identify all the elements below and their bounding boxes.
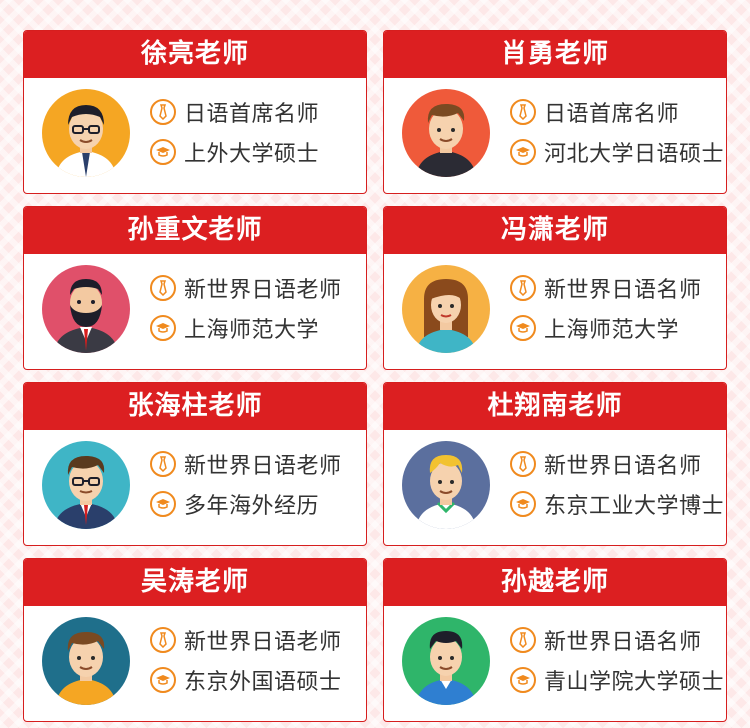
teacher-title: 新世界日语老师 <box>184 630 342 655</box>
male-avatar-icon <box>402 89 490 177</box>
title-row: 新世界日语老师 <box>150 449 342 479</box>
graduation-cap-icon <box>150 315 176 341</box>
teacher-title: 日语首席名师 <box>544 102 680 127</box>
tie-icon <box>510 451 536 477</box>
male-glasses-avatar-icon <box>42 441 130 529</box>
teacher-education: 东京工业大学博士 <box>544 494 725 519</box>
teacher-name: 孙越老师 <box>384 559 726 606</box>
teacher-title: 日语首席名师 <box>184 102 320 127</box>
teacher-name: 孙重文老师 <box>24 207 366 254</box>
graduation-cap-icon <box>150 139 176 165</box>
teacher-title: 新世界日语名师 <box>544 630 702 655</box>
title-row: 新世界日语名师 <box>510 449 702 479</box>
female-avatar-icon <box>402 265 490 353</box>
teacher-card[interactable]: 肖勇老师 日语首席名师 河北大学日语硕士 <box>383 30 727 194</box>
tie-icon <box>150 275 176 301</box>
teacher-education: 上外大学硕士 <box>184 142 320 167</box>
teacher-name: 吴涛老师 <box>24 559 366 606</box>
teacher-card[interactable]: 徐亮老师 日语首席名师 上 <box>23 30 367 194</box>
title-row: 新世界日语老师 <box>150 625 342 655</box>
teacher-card[interactable]: 张海柱老师 新世界日语老师 <box>23 382 367 546</box>
male-glasses-avatar-icon <box>42 89 130 177</box>
tie-icon <box>510 99 536 125</box>
graduation-cap-icon <box>510 491 536 517</box>
title-row: 新世界日语名师 <box>510 625 702 655</box>
teacher-title: 新世界日语名师 <box>544 454 702 479</box>
teacher-card[interactable]: 冯潇老师 新世界日语名师 上海师范大学 <box>383 206 727 370</box>
tie-icon <box>150 451 176 477</box>
tie-icon <box>150 99 176 125</box>
education-row: 河北大学日语硕士 <box>510 137 724 167</box>
graduation-cap-icon <box>150 491 176 517</box>
teacher-education: 青山学院大学硕士 <box>544 670 725 695</box>
teacher-name: 张海柱老师 <box>24 383 366 430</box>
teacher-card[interactable]: 孙越老师 新世界日语名师 青山学院大学硕士 <box>383 558 727 722</box>
graduation-cap-icon <box>150 667 176 693</box>
tie-icon <box>510 627 536 653</box>
bearded-male-avatar-icon <box>42 265 130 353</box>
teacher-education: 多年海外经历 <box>184 494 320 519</box>
education-row: 多年海外经历 <box>150 489 319 519</box>
education-row: 东京外国语硕士 <box>150 665 342 695</box>
title-row: 日语首席名师 <box>510 97 679 127</box>
teacher-education: 东京外国语硕士 <box>184 670 342 695</box>
education-row: 上海师范大学 <box>150 313 319 343</box>
teacher-card[interactable]: 杜翔南老师 新世界日语名师 东京工业大学博士 <box>383 382 727 546</box>
teacher-card[interactable]: 孙重文老师 新世界日语老师 上海师范大学 <box>23 206 367 370</box>
male-avatar-icon <box>42 617 130 705</box>
title-row: 新世界日语名师 <box>510 273 702 303</box>
teacher-name: 肖勇老师 <box>384 31 726 78</box>
education-row: 上外大学硕士 <box>150 137 319 167</box>
male-avatar-icon <box>402 617 490 705</box>
teacher-education: 河北大学日语硕士 <box>544 142 725 167</box>
teacher-title: 新世界日语老师 <box>184 278 342 303</box>
education-row: 东京工业大学博士 <box>510 489 724 519</box>
graduation-cap-icon <box>510 315 536 341</box>
teacher-title: 新世界日语老师 <box>184 454 342 479</box>
teacher-name: 杜翔南老师 <box>384 383 726 430</box>
education-row: 上海师范大学 <box>510 313 679 343</box>
teacher-education: 上海师范大学 <box>544 318 680 343</box>
title-row: 日语首席名师 <box>150 97 319 127</box>
teacher-card[interactable]: 吴涛老师 新世界日语老师 东京外国语硕士 <box>23 558 367 722</box>
tie-icon <box>510 275 536 301</box>
teacher-name: 徐亮老师 <box>24 31 366 78</box>
blond-male-avatar-icon <box>402 441 490 529</box>
teacher-title: 新世界日语名师 <box>544 278 702 303</box>
tie-icon <box>150 627 176 653</box>
teacher-name: 冯潇老师 <box>384 207 726 254</box>
graduation-cap-icon <box>510 139 536 165</box>
graduation-cap-icon <box>510 667 536 693</box>
teacher-education: 上海师范大学 <box>184 318 320 343</box>
title-row: 新世界日语老师 <box>150 273 342 303</box>
education-row: 青山学院大学硕士 <box>510 665 724 695</box>
